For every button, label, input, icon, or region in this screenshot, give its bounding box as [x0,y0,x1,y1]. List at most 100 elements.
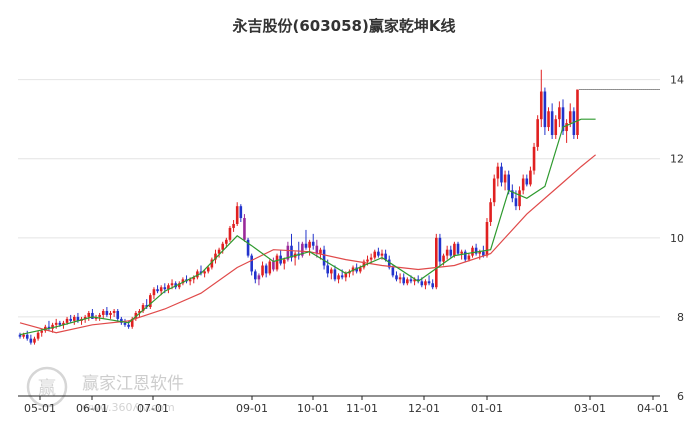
x-tick-label: 09-01 [236,402,268,415]
candle-body [340,275,344,278]
candle-body [467,255,471,260]
candle-body [344,273,348,278]
candle-body [496,166,500,179]
watermark-brand: 赢家江恩软件 [82,374,184,394]
candle-body [438,237,442,262]
candle-body [177,283,181,288]
candle-body [254,271,257,280]
candle-body [83,316,87,319]
candle-body [138,310,141,313]
candle-body [225,239,228,244]
candle-body [322,249,326,266]
candle-body [36,332,40,339]
watermark: 赢 赢家江恩软件 www.360ʎᴉv.com [26,366,184,414]
candle-body [485,222,489,256]
candle-body [550,111,554,135]
candle-body [257,275,261,280]
candle-body [427,281,431,284]
candle-body [539,91,543,120]
candle-body [304,243,308,248]
candle-body [489,202,492,222]
candle-body [558,107,561,120]
candle-body [170,283,174,286]
candle-body [120,318,123,323]
x-tick-label: 12-01 [408,402,440,415]
candle-body [565,123,568,132]
y-axis: 6 8 10 12 14 [670,74,684,403]
candle-body [315,245,319,254]
candle-body [149,295,152,308]
y-tick-label: 10 [670,232,684,245]
candle-body [232,223,235,228]
candle-body [384,253,387,260]
candle-body [478,251,482,254]
candle-body [460,251,463,254]
candle-body [214,253,217,260]
candle-body [395,275,398,280]
candle-body [369,257,373,260]
chart-title: 永吉股份(603058)赢家乾坤K线 [232,17,456,35]
candle-body [568,111,572,124]
candle-body [250,255,253,272]
candle-body [261,265,264,276]
candle-body [442,255,445,262]
candle-body [463,251,467,260]
candle-body [18,334,22,337]
candle-body [40,330,44,333]
candle-body [507,174,510,191]
candle-body [482,251,485,256]
candle-body [377,251,380,256]
candle-body [409,279,413,282]
candle-body [98,314,101,317]
candle-body [435,237,438,288]
x-tick-label: 03-01 [574,402,606,415]
x-tick-label: 06-01 [76,402,108,415]
candle-body [196,271,199,278]
x-tick-label: 01-01 [471,402,503,415]
candle-body [301,243,304,256]
candle-body [127,324,130,327]
y-tick-label: 14 [670,74,684,87]
candle-body [416,279,420,282]
candle-body [503,174,507,183]
candle-body [87,312,91,317]
candle-body [272,261,275,270]
candle-body [518,190,521,207]
candle-body [576,89,579,135]
candle-body [206,267,210,272]
candle-body [116,310,120,319]
candle-body [362,261,366,268]
candle-body [58,322,62,325]
candle-body [521,178,525,191]
candle-body [268,261,272,274]
candle-body [123,322,127,325]
candle-body [29,338,33,343]
candle-body [449,249,453,256]
candle-body [514,198,518,207]
candle-body [221,243,225,250]
candle-body [561,107,565,132]
candle-body [471,247,474,256]
candle-body [101,310,105,315]
candle-body [163,287,167,290]
moving-average-short [19,118,596,336]
candle-body [91,312,94,319]
candle-body [413,279,416,282]
candle-body [554,119,558,135]
candle-body [203,271,206,274]
grid-lines [18,79,660,318]
watermark-logo-icon [26,366,68,408]
candle-body [525,178,529,185]
candle-body [445,249,449,256]
candle-body [22,334,25,337]
candle-body [76,316,80,321]
candle-body [402,277,406,284]
candle-body [51,324,54,329]
candle-body [391,267,395,276]
x-tick-label: 11-01 [346,402,378,415]
candle-body [156,289,159,292]
candle-body [529,170,532,185]
candle-body [282,259,286,264]
candle-body [73,316,76,321]
y-tick-label: 6 [677,390,684,403]
